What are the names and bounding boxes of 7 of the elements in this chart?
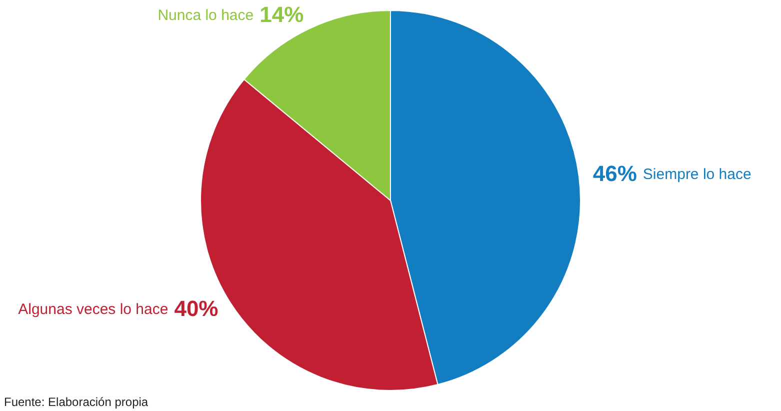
- data-label: 46%: [592, 160, 637, 186]
- data-label: 14%: [260, 2, 304, 27]
- source-note: Fuente: Elaboración propia: [4, 395, 148, 409]
- slice-label: Siempre lo hace: [642, 166, 752, 184]
- slice-label: Nunca lo hace: [158, 7, 254, 24]
- slice-label: Algunas veces lo hace: [18, 300, 168, 318]
- data-label: 40%: [174, 296, 218, 321]
